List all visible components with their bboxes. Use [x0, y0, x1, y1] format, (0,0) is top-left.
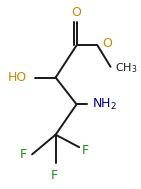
Text: CH$_3$: CH$_3$ [115, 62, 138, 75]
Text: O: O [103, 37, 113, 50]
Text: F: F [20, 148, 27, 161]
Text: NH$_2$: NH$_2$ [92, 97, 117, 112]
Text: F: F [82, 144, 89, 157]
Text: F: F [51, 169, 58, 182]
Text: HO: HO [8, 71, 27, 84]
Text: O: O [72, 6, 81, 19]
